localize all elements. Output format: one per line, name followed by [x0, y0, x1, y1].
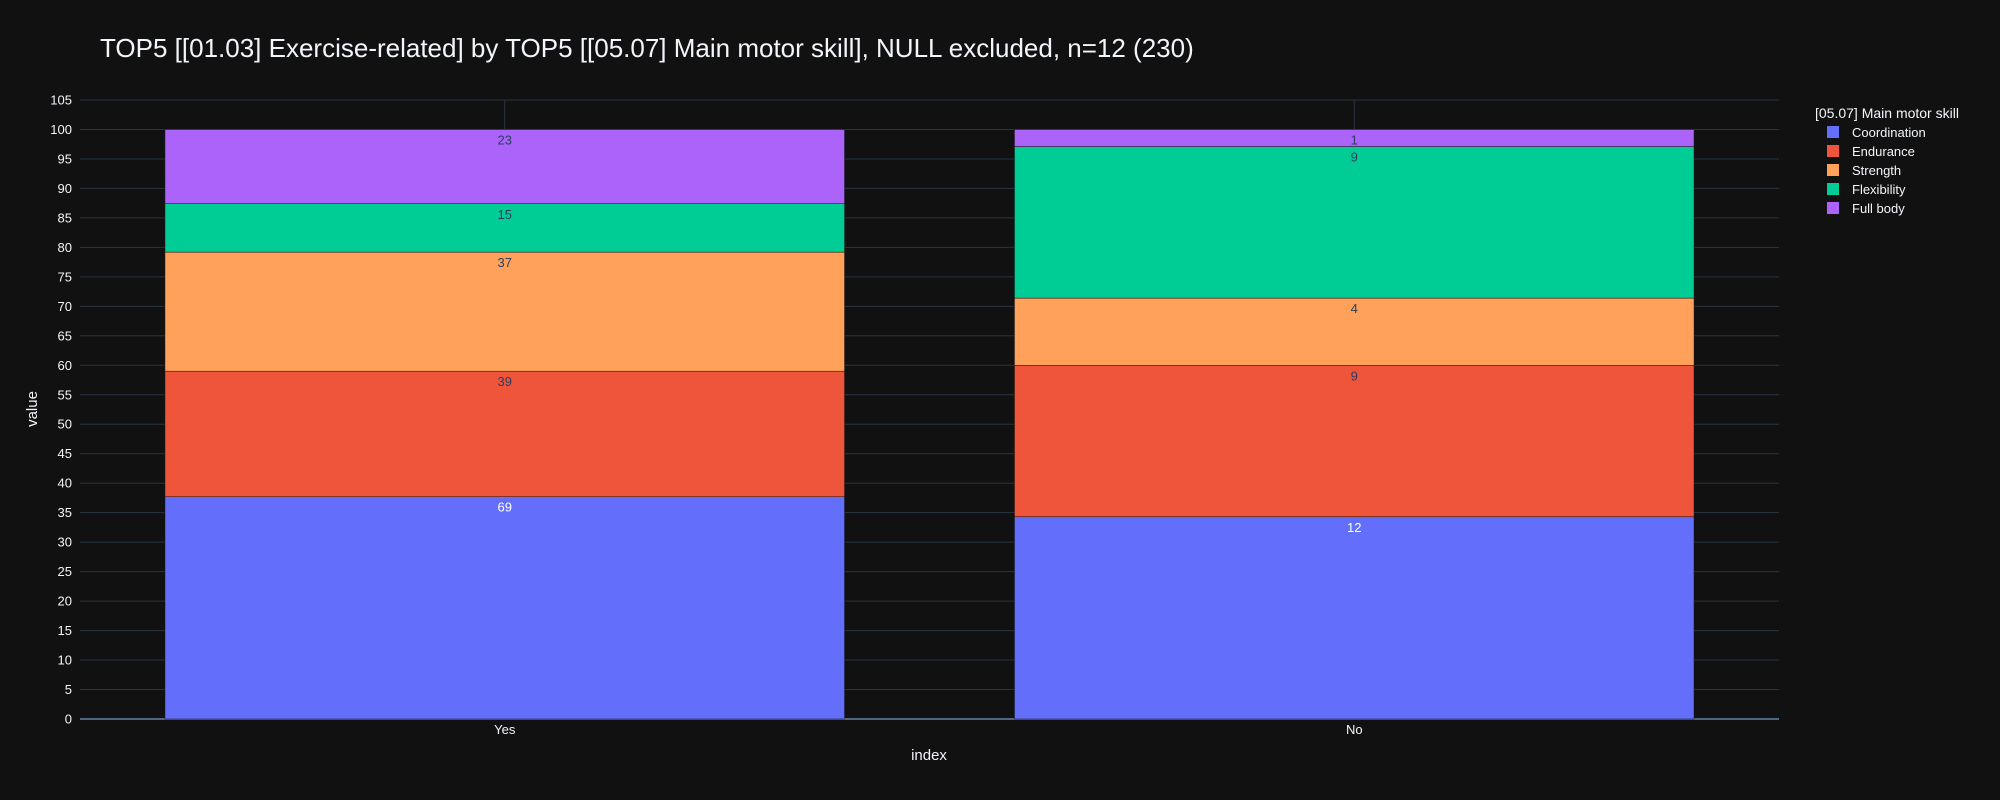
- y-tick-label: 105: [50, 93, 72, 108]
- legend-item[interactable]: Flexibility: [1852, 182, 1906, 197]
- y-tick-label: 35: [58, 505, 72, 520]
- y-tick-label: 55: [58, 387, 72, 402]
- y-tick-label: 25: [58, 564, 72, 579]
- y-tick-label: 5: [65, 682, 72, 697]
- legend-swatch: [1827, 145, 1839, 157]
- bar-value-label: 9: [1351, 150, 1358, 165]
- legend-item[interactable]: Full body: [1852, 201, 1905, 216]
- y-tick-label: 20: [58, 594, 72, 609]
- bar-value-label: 69: [498, 500, 512, 515]
- x-tick-label: No: [1346, 722, 1363, 737]
- bar-value-label: 37: [498, 255, 512, 270]
- bar-value-label: 15: [498, 207, 512, 222]
- bar-segment: [164, 251, 845, 372]
- y-tick-label: 75: [58, 269, 72, 284]
- y-tick-label: 65: [58, 328, 72, 343]
- legend-item[interactable]: Strength: [1852, 163, 1901, 178]
- y-tick-label: 15: [58, 623, 72, 638]
- bar-value-label: 23: [498, 132, 512, 147]
- y-tick-label: 0: [65, 712, 72, 727]
- legend: [05.07] Main motor skill Coordination End…: [1815, 105, 1959, 216]
- bar-segment: [164, 496, 845, 720]
- y-tick-label: 60: [58, 358, 72, 373]
- y-tick-label: 100: [50, 122, 72, 137]
- bar-segment: [164, 129, 845, 205]
- legend-swatch: [1827, 164, 1839, 176]
- x-axis-ticks: Yes No: [494, 722, 1362, 737]
- bar-value-label: 4: [1351, 301, 1358, 316]
- y-tick-label: 85: [58, 210, 72, 225]
- bar-segment: [1014, 297, 1695, 366]
- bar-value-label: 1: [1351, 132, 1358, 147]
- y-tick-label: 95: [58, 151, 72, 166]
- bar-segment: [164, 370, 845, 497]
- x-tick-label: Yes: [494, 722, 516, 737]
- bar-value-label: 12: [1347, 520, 1361, 535]
- y-tick-label: 10: [58, 653, 72, 668]
- bar-segment: [1014, 516, 1695, 720]
- bar-value-label: 39: [498, 374, 512, 389]
- legend-swatch: [1827, 183, 1839, 195]
- y-tick-label: 90: [58, 181, 72, 196]
- x-axis-title: index: [911, 747, 947, 764]
- y-tick-label: 45: [58, 446, 72, 461]
- bars: [164, 129, 1695, 720]
- bar-segment: [1014, 129, 1695, 147]
- chart-title: TOP5 [[01.03] Exercise-related] by TOP5 …: [100, 33, 1194, 63]
- y-tick-label: 30: [58, 535, 72, 550]
- legend-swatch: [1827, 126, 1839, 138]
- legend-item[interactable]: Coordination: [1852, 125, 1926, 140]
- bar-segment: [1014, 365, 1695, 518]
- bar-segment: [164, 203, 845, 253]
- y-tick-label: 40: [58, 476, 72, 491]
- legend-title: [05.07] Main motor skill: [1815, 105, 1959, 121]
- y-tick-label: 50: [58, 417, 72, 432]
- bar-value-label: 9: [1351, 368, 1358, 383]
- y-tick-label: 70: [58, 299, 72, 314]
- y-axis-ticks: 0 5 10 15 20 25 30 35 40 45 50 55 60 65 70 75 80 85 90 95 10…: [50, 93, 72, 727]
- legend-item[interactable]: Endurance: [1852, 144, 1915, 159]
- bar-segment: [1014, 146, 1695, 299]
- legend-swatch: [1827, 202, 1839, 214]
- y-tick-label: 80: [58, 240, 72, 255]
- data-labels: 69 39 37 15 23 12 9 4 9 1: [498, 132, 1362, 534]
- y-axis-title: value: [24, 391, 41, 427]
